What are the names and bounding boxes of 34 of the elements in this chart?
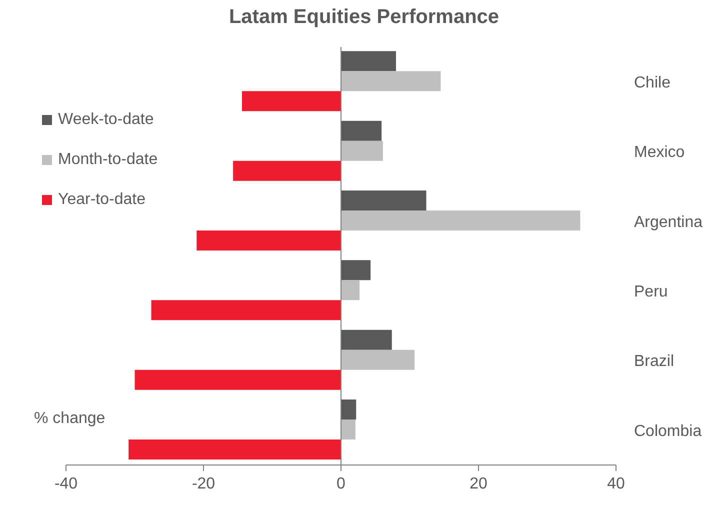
bar	[341, 190, 426, 211]
x-tick-label: -40	[54, 475, 78, 492]
bar	[196, 230, 341, 251]
bar	[233, 160, 341, 181]
bar	[151, 300, 341, 320]
bar	[341, 280, 360, 300]
bar	[341, 350, 415, 370]
y-tick-label: Argentina	[634, 214, 703, 231]
x-tick-label: 40	[607, 475, 625, 492]
y-tick-label: Brazil	[634, 353, 674, 370]
legend-label: Year-to-date	[58, 191, 146, 209]
y-tick-label: Peru	[634, 284, 668, 301]
bar	[341, 420, 356, 440]
bar	[341, 400, 356, 420]
bar	[341, 120, 382, 141]
x-tick-label: 20	[470, 475, 488, 492]
y-tick-label: Colombia	[634, 422, 702, 440]
x-tick-label: 0	[336, 475, 346, 492]
annotation: % change	[34, 410, 106, 428]
bar	[242, 91, 341, 112]
bar	[341, 140, 383, 161]
bar	[128, 440, 341, 460]
bar	[341, 260, 371, 280]
x-tick-label: -20	[192, 475, 216, 492]
y-tick-label: Chile	[634, 74, 671, 92]
bar	[341, 210, 580, 231]
chart-title: Latam Equities Performance	[228, 6, 500, 29]
y-tick-label: Mexico	[634, 144, 685, 162]
legend-label: Month-to-date	[58, 151, 158, 169]
bar	[341, 330, 392, 350]
bar	[134, 370, 341, 390]
bar	[341, 71, 441, 92]
bar	[341, 51, 396, 72]
legend-label: Week-to-date	[58, 111, 154, 129]
